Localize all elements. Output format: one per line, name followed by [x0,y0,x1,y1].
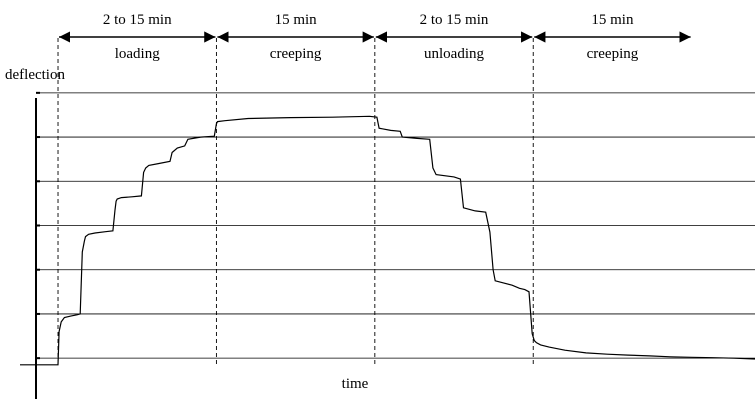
phase-duration-label: 15 min [591,12,634,28]
x-axis-label: time [342,376,369,392]
gridlines [36,91,755,360]
phase-label: creeping [587,46,639,62]
phase-label: unloading [424,46,484,62]
y-axis-label: deflection [5,67,65,83]
phase-label: creeping [270,46,322,62]
phase-duration-label: 2 to 15 min [420,12,489,28]
deflection-series-line [20,115,755,366]
phase-duration-label: 2 to 15 min [103,12,172,28]
phase-label: loading [115,46,160,62]
phase-annotations: 2 to 15 min loading 15 min creeping 2 to 15 … [57,12,691,367]
phase-duration-label: 15 min [275,12,318,28]
